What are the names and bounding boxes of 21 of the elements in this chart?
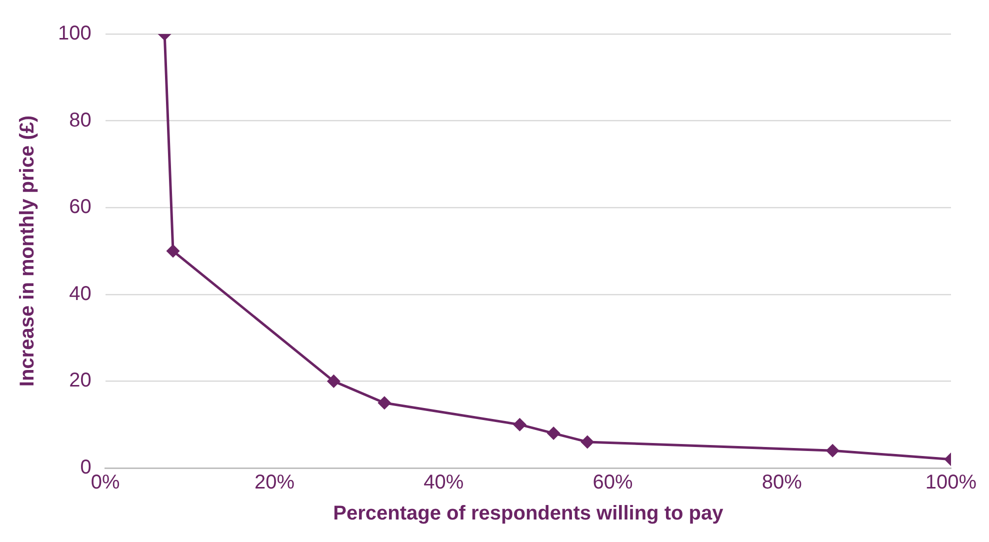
y-tick-label: 60 <box>69 196 92 218</box>
point <box>547 427 560 440</box>
point <box>513 418 526 431</box>
x-tick-label: 20% <box>254 472 295 494</box>
x-tick-label: 60% <box>592 472 633 494</box>
y-tick-label: 80 <box>69 109 92 132</box>
x-tick-label: 80% <box>762 472 802 494</box>
x-tick-label: 0% <box>90 472 120 494</box>
y-tick-label: 0 <box>80 456 92 479</box>
point <box>327 374 340 388</box>
point <box>378 396 391 410</box>
y-tick-label: 20 <box>69 370 92 392</box>
point <box>581 436 594 448</box>
x-tick-label: 40% <box>424 472 464 494</box>
y-axis-title: Increase in monthly price (£) <box>16 115 39 387</box>
point <box>166 244 180 258</box>
y-tick-label: 40 <box>69 282 92 305</box>
y-tick-label: 100 <box>58 22 92 45</box>
point <box>826 444 839 457</box>
x-axis-title: Percentage of respondents willing to pay <box>333 502 724 525</box>
x-tick-label: 100% <box>925 472 977 494</box>
